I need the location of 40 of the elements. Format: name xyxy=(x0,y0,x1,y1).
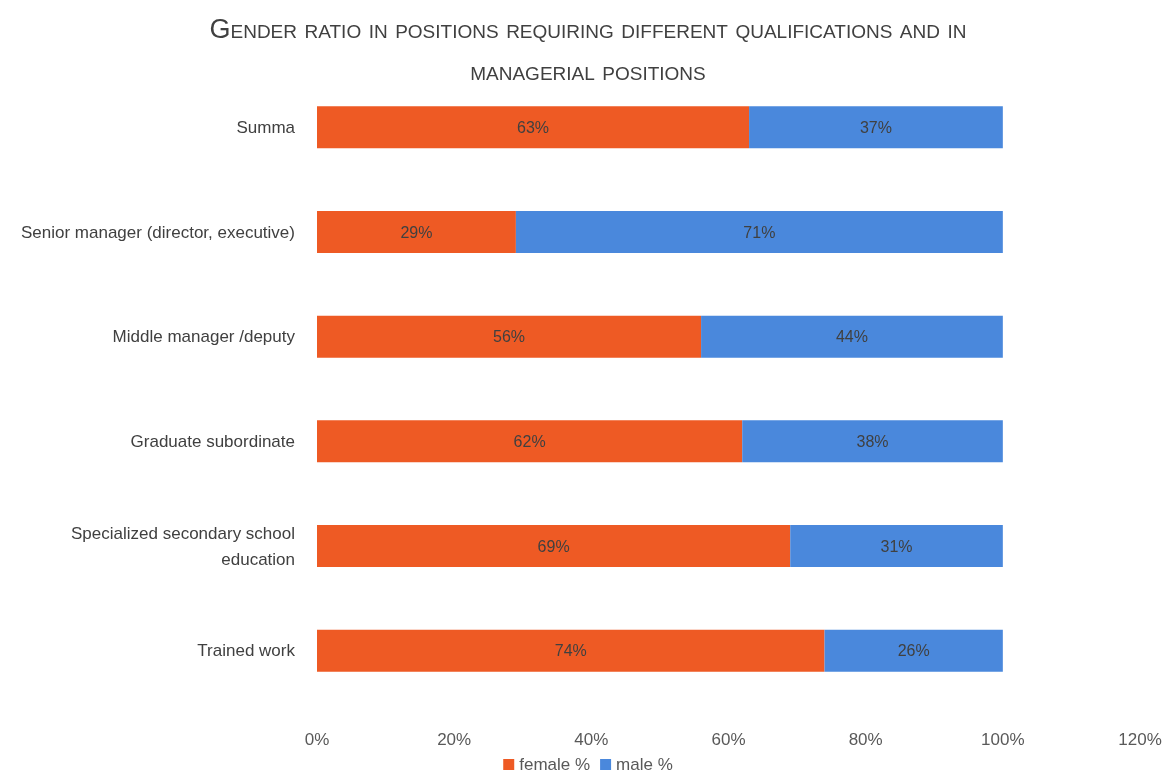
data-label: 56% xyxy=(493,328,526,346)
bar xyxy=(317,211,516,253)
y-tick-label: Senior manager (director, executive) xyxy=(20,222,295,242)
y-tick-label: Middle manager /deputy xyxy=(112,327,296,347)
bar xyxy=(701,315,1003,358)
legend-label: female % xyxy=(519,755,591,774)
data-label: 62% xyxy=(513,432,546,450)
x-tick-label: 120% xyxy=(1118,730,1162,749)
bar xyxy=(317,315,702,358)
x-tick-label: 80% xyxy=(848,730,883,749)
data-label: 74% xyxy=(554,642,587,660)
y-tick-label: Summa xyxy=(236,117,296,137)
data-label: 31% xyxy=(880,537,913,555)
y-tick-label: Trained work xyxy=(197,641,296,661)
legend-label: male % xyxy=(616,755,673,774)
data-label: 29% xyxy=(400,223,433,241)
x-tick-label: 0% xyxy=(304,730,330,749)
data-label: 69% xyxy=(537,537,570,555)
x-tick-label: 40% xyxy=(574,730,609,749)
data-label: 38% xyxy=(856,432,889,450)
y-tick-label: Specialized secondary school education xyxy=(71,523,295,569)
data-label: 44% xyxy=(835,328,868,346)
bar xyxy=(317,525,791,567)
bar xyxy=(790,525,1003,567)
data-label: 71% xyxy=(743,223,776,241)
y-tick-label: Graduate subordinate xyxy=(130,431,295,451)
bar xyxy=(749,106,1003,149)
bar xyxy=(824,629,1003,672)
x-tick-label: 60% xyxy=(711,730,746,749)
data-label: 26% xyxy=(897,642,930,660)
bar xyxy=(317,629,825,672)
bar xyxy=(317,106,750,149)
data-label: 37% xyxy=(859,118,892,136)
data-label: 63% xyxy=(517,118,550,136)
x-tick-label: 20% xyxy=(437,730,472,749)
chart-title: Gender ratio in positions requiring different qualifications and in managerial positions xyxy=(208,13,968,88)
bar xyxy=(317,420,743,463)
bar xyxy=(742,420,1003,463)
x-tick-label: 100% xyxy=(981,730,1025,749)
bar xyxy=(515,211,1003,253)
